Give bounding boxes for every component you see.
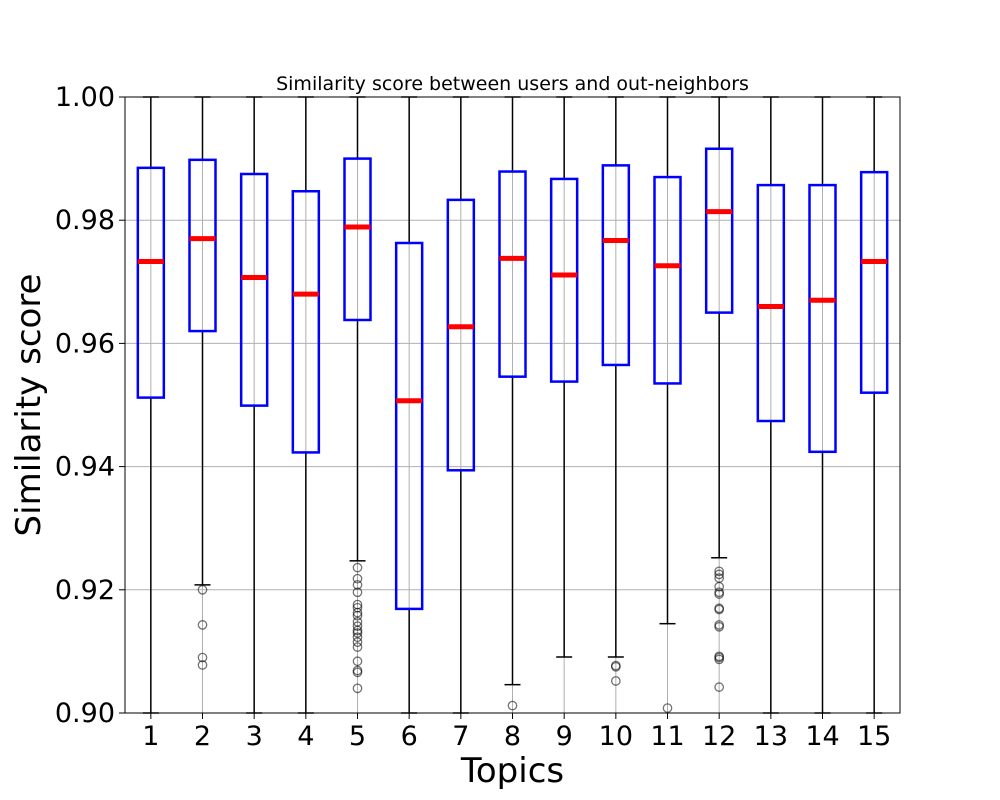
- iqr-box: [704, 147, 734, 314]
- x-tick-label: 6: [401, 721, 418, 752]
- x-tick-label: 2: [194, 721, 211, 752]
- outlier-point: [352, 621, 363, 631]
- iqr-box: [343, 157, 372, 322]
- iqr-box: [549, 177, 579, 383]
- box-group-topic-4: [291, 96, 321, 714]
- y-tick-label: 0.98: [55, 205, 115, 236]
- outlier-point: [352, 667, 363, 678]
- outlier-point: [197, 620, 208, 630]
- outlier-point: [197, 652, 208, 663]
- outlier-point: [352, 628, 363, 638]
- outlier-point: [507, 700, 518, 711]
- iqr-box: [136, 166, 166, 399]
- outlier-point: [714, 589, 725, 599]
- iqr-box: [808, 183, 837, 454]
- outlier-point: [352, 573, 363, 584]
- outlier-point: [714, 654, 725, 665]
- box-group-topic-12: [704, 96, 734, 692]
- iqr-box: [859, 170, 889, 394]
- iqr-box: [394, 241, 424, 611]
- y-tick-label: 0.90: [55, 698, 115, 729]
- iqr-box: [188, 158, 217, 333]
- x-tick-label: 13: [754, 721, 788, 752]
- outlier-point: [352, 587, 363, 598]
- outlier-point: [352, 562, 363, 573]
- outlier-point: [352, 656, 363, 667]
- y-tick-label: 0.94: [55, 452, 115, 483]
- x-tick-label: 4: [297, 721, 314, 752]
- outlier-point: [197, 660, 208, 670]
- outlier-point: [714, 581, 725, 592]
- iqr-box: [291, 189, 321, 454]
- iqr-box: [498, 170, 527, 378]
- box-group-topic-3: [239, 96, 269, 714]
- outlier-point: [352, 625, 363, 636]
- x-tick-label: 3: [246, 721, 263, 752]
- ticks: 0.900.920.940.960.981.001 2 3 4 5 6 7 8 9 10 11 12 1…: [55, 82, 891, 752]
- outlier-point: [352, 607, 363, 618]
- boxes: [136, 96, 889, 714]
- box-group-topic-6: [394, 96, 424, 714]
- x-tick-label: 11: [650, 721, 684, 752]
- outlier-point: [662, 703, 673, 713]
- outlier-point: [352, 610, 363, 621]
- box-group-topic-13: [756, 96, 786, 714]
- y-tick-label: 1.00: [55, 82, 115, 113]
- outlier-point: [352, 632, 363, 643]
- x-tick-label: 5: [349, 721, 366, 752]
- x-tick-label: 9: [556, 721, 573, 752]
- box-group-topic-9: [549, 96, 579, 658]
- outlier-point: [352, 683, 363, 694]
- x-tick-label: 10: [599, 721, 633, 752]
- y-tick-label: 0.92: [55, 575, 115, 606]
- iqr-box: [239, 172, 269, 407]
- outlier-point: [197, 584, 208, 595]
- outlier-point: [352, 637, 363, 648]
- outlier-point: [714, 566, 725, 577]
- iqr-box: [756, 183, 786, 423]
- iqr-box: [601, 164, 631, 367]
- x-tick-label: 15: [857, 721, 891, 752]
- outlier-point: [714, 621, 725, 632]
- outlier-point: [714, 682, 725, 692]
- box-group-topic-7: [446, 96, 476, 714]
- x-tick-label: 8: [504, 721, 521, 752]
- x-tick-label: 14: [805, 721, 839, 752]
- x-tick-label: 1: [142, 721, 159, 752]
- y-axis-label: Similarity score: [9, 274, 49, 537]
- outlier-point: [610, 661, 621, 672]
- x-axis-label: Topics: [460, 751, 564, 791]
- outlier-point: [714, 604, 725, 615]
- outlier-point: [352, 580, 363, 590]
- x-tick-label: 12: [702, 721, 736, 752]
- x-tick-label: 7: [452, 721, 469, 752]
- box-group-topic-10: [601, 96, 631, 686]
- outlier-point: [352, 642, 363, 652]
- box-group-topic-8: [498, 96, 527, 711]
- chart-title: Similarity score between users and out-n…: [276, 73, 749, 95]
- outlier-point: [610, 676, 621, 686]
- outlier-point: [714, 569, 725, 580]
- iqr-box: [653, 175, 682, 385]
- iqr-box: [446, 198, 476, 472]
- box-group-topic-5: [343, 96, 372, 694]
- y-tick-label: 0.96: [55, 328, 115, 359]
